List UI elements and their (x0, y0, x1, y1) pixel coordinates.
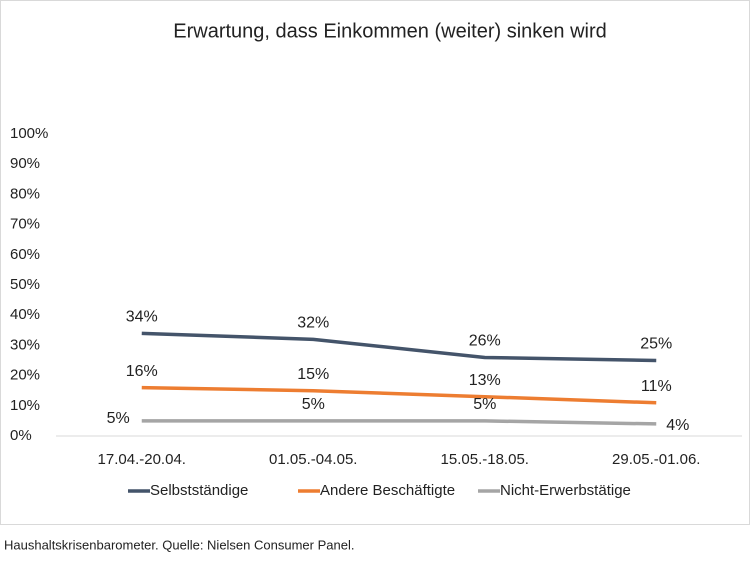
data-label: 4% (666, 417, 689, 434)
line-series (141, 385, 657, 405)
y-tick-label: 90% (10, 155, 40, 172)
data-label: 32% (297, 315, 329, 332)
legend-label: Nicht-Erwerbstätige (500, 482, 631, 499)
source-note: Haushaltskrisenbarometer. Quelle: Nielse… (4, 537, 354, 552)
data-label: 5% (473, 396, 496, 413)
y-tick-label: 10% (10, 397, 40, 414)
chart-frame (0, 0, 750, 525)
data-label: 11% (641, 378, 672, 395)
data-label: 25% (640, 336, 672, 353)
data-label: 13% (469, 372, 501, 389)
y-tick-label: 30% (10, 336, 40, 353)
y-tick-label: 40% (10, 306, 40, 323)
y-tick-label: 20% (10, 367, 40, 384)
x-tick-label: 15.05.-18.05. (441, 451, 529, 468)
x-tick-label: 17.04.-20.04. (98, 451, 186, 468)
x-tick-label: 29.05.-01.06. (612, 451, 700, 468)
data-label: 16% (126, 363, 158, 380)
y-tick-label: 70% (10, 216, 40, 233)
y-tick-label: 50% (10, 276, 40, 293)
data-label: 26% (469, 333, 501, 350)
chart-title: Erwartung, dass Einkommen (weiter) sinke… (173, 20, 607, 42)
data-label: 15% (297, 366, 329, 383)
legend-label: Selbstständige (150, 482, 248, 499)
y-tick-label: 100% (10, 125, 48, 142)
y-tick-label: 60% (10, 246, 40, 263)
line-series (141, 331, 657, 363)
line-series (141, 419, 657, 426)
data-label: 5% (302, 396, 325, 413)
x-tick-label: 01.05.-04.05. (269, 451, 357, 468)
data-label: 5% (107, 410, 130, 427)
data-label: 34% (126, 309, 158, 326)
y-tick-label: 0% (10, 427, 32, 444)
legend-label: Andere Beschäftigte (320, 482, 455, 499)
y-tick-label: 80% (10, 185, 40, 202)
